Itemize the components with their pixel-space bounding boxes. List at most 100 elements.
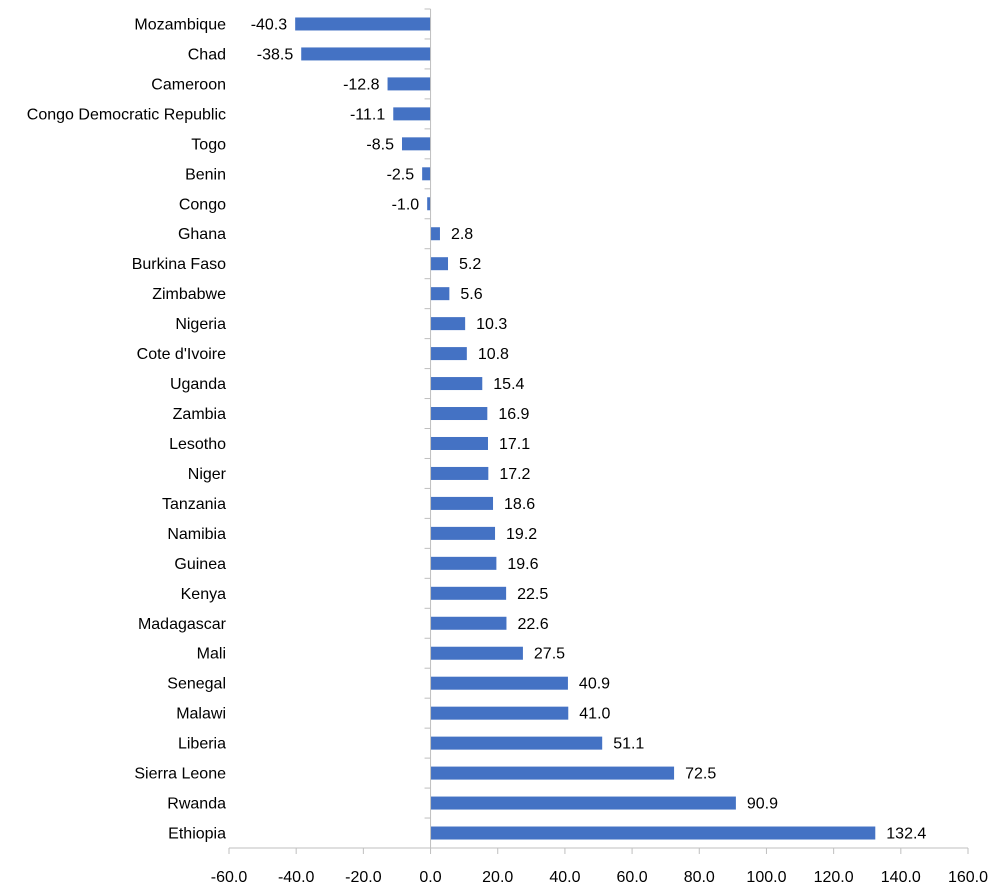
bar bbox=[301, 47, 431, 61]
x-tick-label: -20.0 bbox=[345, 869, 382, 886]
x-tick-label: 80.0 bbox=[684, 869, 715, 886]
data-label: -40.3 bbox=[251, 16, 288, 33]
x-tick-label: 20.0 bbox=[482, 869, 513, 886]
data-label: 15.4 bbox=[493, 376, 524, 393]
x-tick-label: 100.0 bbox=[746, 869, 786, 886]
category-label: Liberia bbox=[178, 736, 226, 753]
bar bbox=[430, 227, 440, 241]
bar bbox=[430, 526, 496, 540]
category-label: Cote d'Ivoire bbox=[137, 346, 226, 363]
category-label: Benin bbox=[185, 166, 226, 183]
bar bbox=[430, 377, 483, 391]
bar bbox=[422, 167, 431, 181]
category-label: Malawi bbox=[176, 706, 226, 723]
bar bbox=[430, 826, 876, 840]
category-label: Togo bbox=[191, 136, 226, 153]
data-label: 17.2 bbox=[499, 466, 530, 483]
x-tick-label: 0.0 bbox=[419, 869, 441, 886]
axes-group: -60.0 -40.0 -20.0 0.0 20.0 40.0 60.0 80.0 100.0 1… bbox=[211, 8, 988, 886]
data-label: 5.2 bbox=[459, 256, 481, 273]
x-tick-label: -40.0 bbox=[278, 869, 315, 886]
bar bbox=[427, 197, 431, 211]
bar bbox=[430, 556, 497, 570]
category-labels: Mozambique Chad Cameroon Congo Democratic R… bbox=[27, 16, 227, 842]
bars-group bbox=[295, 17, 876, 840]
bar bbox=[401, 137, 431, 151]
data-label: 22.6 bbox=[517, 616, 548, 633]
category-label: Zambia bbox=[173, 406, 226, 423]
data-label: -2.5 bbox=[387, 166, 415, 183]
data-label: 72.5 bbox=[685, 766, 716, 783]
category-label: Nigeria bbox=[175, 316, 226, 333]
category-label: Congo bbox=[179, 196, 226, 213]
category-label: Lesotho bbox=[169, 436, 226, 453]
category-label: Madagascar bbox=[138, 616, 227, 633]
bar bbox=[430, 287, 450, 301]
bar bbox=[430, 347, 467, 361]
category-label: Rwanda bbox=[167, 796, 226, 813]
bar bbox=[430, 766, 675, 780]
category-label: Ghana bbox=[178, 226, 226, 243]
category-label: Chad bbox=[188, 46, 226, 63]
category-label: Uganda bbox=[170, 376, 226, 393]
category-label: Guinea bbox=[174, 556, 226, 573]
data-label: 19.6 bbox=[507, 556, 538, 573]
category-label: Burkina Faso bbox=[132, 256, 226, 273]
data-label: 90.9 bbox=[747, 796, 778, 813]
x-tick-label: 120.0 bbox=[814, 869, 854, 886]
bar bbox=[430, 586, 507, 600]
category-label: Niger bbox=[188, 466, 227, 483]
data-label: -11.1 bbox=[350, 106, 385, 123]
bar bbox=[430, 407, 488, 421]
data-label: 27.5 bbox=[534, 646, 565, 663]
data-label: 10.3 bbox=[476, 316, 507, 333]
category-label: Zimbabwe bbox=[152, 286, 226, 303]
data-label: 51.1 bbox=[613, 736, 644, 753]
category-label: Ethiopia bbox=[168, 826, 226, 843]
x-tick-label: 160.0 bbox=[948, 869, 988, 886]
data-label: 41.0 bbox=[579, 706, 610, 723]
category-label: Namibia bbox=[167, 526, 226, 543]
data-label: -12.8 bbox=[343, 76, 380, 93]
bar bbox=[393, 107, 431, 121]
category-label: Kenya bbox=[181, 586, 226, 603]
category-label: Congo Democratic Republic bbox=[27, 106, 226, 123]
bar bbox=[387, 77, 431, 91]
category-label: Cameroon bbox=[151, 76, 226, 93]
bar bbox=[430, 616, 507, 630]
bar bbox=[295, 17, 431, 31]
data-label: 16.9 bbox=[498, 406, 529, 423]
data-label: 40.9 bbox=[579, 676, 610, 693]
bar bbox=[430, 796, 736, 810]
data-label: 10.8 bbox=[478, 346, 509, 363]
bar bbox=[430, 706, 569, 720]
bar bbox=[430, 496, 494, 510]
data-label: 5.6 bbox=[460, 286, 482, 303]
x-tick-label: 60.0 bbox=[617, 869, 648, 886]
bar bbox=[430, 646, 523, 660]
bar bbox=[430, 257, 449, 271]
category-label: Tanzania bbox=[162, 496, 226, 513]
data-label: -1.0 bbox=[392, 196, 420, 213]
bar bbox=[430, 676, 568, 690]
data-label: 2.8 bbox=[451, 226, 473, 243]
x-tick-label: -60.0 bbox=[211, 869, 248, 886]
category-label: Sierra Leone bbox=[134, 766, 226, 783]
bar bbox=[430, 736, 603, 750]
data-label: 19.2 bbox=[506, 526, 537, 543]
x-tick-label: 140.0 bbox=[881, 869, 921, 886]
data-label: -8.5 bbox=[366, 136, 394, 153]
data-label: 17.1 bbox=[499, 436, 530, 453]
category-label: Mozambique bbox=[134, 16, 226, 33]
data-label: -38.5 bbox=[257, 46, 294, 63]
data-labels: -40.3 -38.5 -12.8 -11.1 -8.5 -2.5 -1.0 2.8 5.2 5.… bbox=[251, 16, 927, 842]
data-label: 18.6 bbox=[504, 496, 535, 513]
bar bbox=[430, 436, 488, 450]
bar bbox=[430, 317, 466, 331]
bar bbox=[430, 466, 489, 480]
category-label: Mali bbox=[197, 646, 226, 663]
x-tick-label: 40.0 bbox=[549, 869, 580, 886]
data-label: 132.4 bbox=[886, 826, 926, 843]
data-label: 22.5 bbox=[517, 586, 548, 603]
